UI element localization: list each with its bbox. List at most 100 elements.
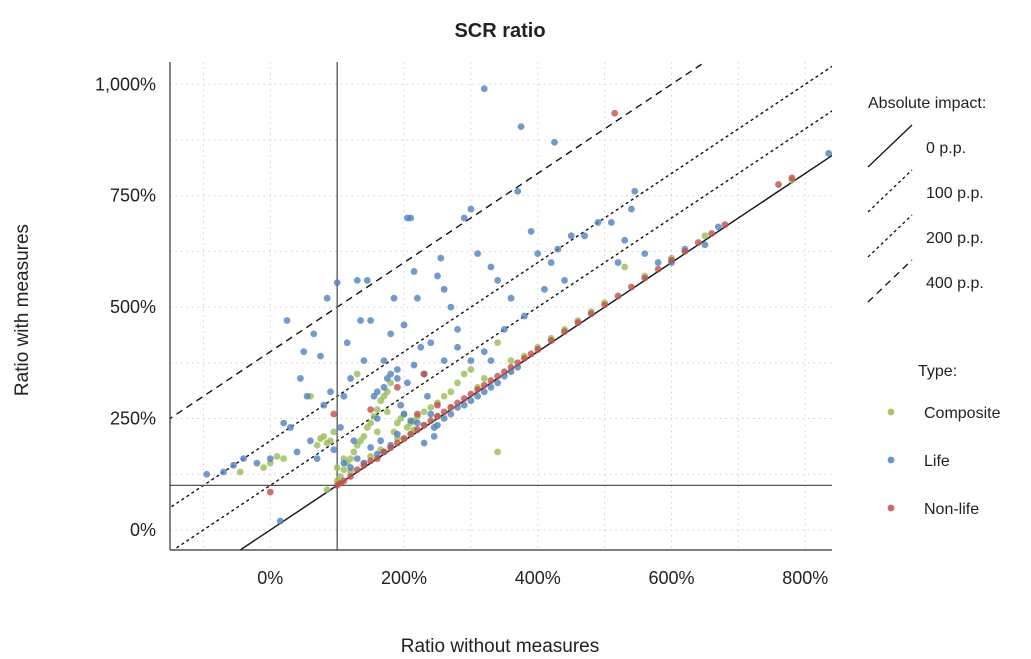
data-point <box>383 408 391 416</box>
data-point <box>521 354 528 362</box>
data-point <box>387 444 395 451</box>
data-point <box>534 346 542 353</box>
data-point <box>521 312 528 320</box>
data-point <box>203 470 211 478</box>
data-point <box>460 401 468 409</box>
data-point <box>474 386 481 393</box>
data-point <box>390 294 398 302</box>
data-point <box>327 388 334 396</box>
data-point <box>641 274 649 282</box>
data-point <box>467 357 475 364</box>
data-point <box>400 410 408 418</box>
data-point <box>313 441 321 449</box>
data-point <box>273 453 281 460</box>
data-point <box>551 138 558 146</box>
data-point <box>487 383 495 391</box>
data-point <box>567 232 575 240</box>
data-point <box>360 461 368 469</box>
data-point <box>480 381 488 389</box>
data-point <box>340 466 348 474</box>
x-tick-label: 0% <box>257 568 283 588</box>
data-point <box>327 437 334 445</box>
data-point <box>350 437 358 445</box>
data-point <box>487 263 495 271</box>
series-non-life <box>266 109 796 496</box>
legend-type-swatch <box>887 456 895 464</box>
data-point <box>407 430 415 438</box>
data-point <box>347 455 354 463</box>
y-tick-labels: 0% 250% 500% 750% 1,000% <box>95 74 156 540</box>
legend-impact-title: Absolute impact: <box>868 95 986 112</box>
data-point <box>337 424 344 431</box>
data-point <box>474 250 481 258</box>
data-point <box>373 455 381 463</box>
data-point <box>467 205 475 213</box>
data-point <box>260 464 268 471</box>
data-point <box>414 419 421 427</box>
data-point <box>330 410 338 418</box>
legend-impact-swatch <box>867 169 913 213</box>
data-point <box>410 268 418 275</box>
data-point <box>460 370 468 378</box>
data-point <box>373 388 381 396</box>
data-point <box>631 187 639 195</box>
data-point <box>534 250 542 258</box>
data-point <box>427 403 435 411</box>
data-point <box>654 259 662 266</box>
data-point <box>721 221 729 229</box>
data-point <box>417 343 425 351</box>
data-point <box>317 352 324 360</box>
data-point <box>266 488 274 496</box>
data-point <box>641 250 649 258</box>
data-point <box>367 444 375 451</box>
data-point <box>414 294 421 302</box>
data-point <box>621 263 629 271</box>
data-point <box>614 292 622 300</box>
data-point <box>514 187 522 195</box>
data-point <box>367 419 375 427</box>
legend-impact-items: 0 p.p. 100 p.p. 200 p.p. 400 p.p. <box>867 124 984 303</box>
x-tick-label: 600% <box>648 568 694 588</box>
data-point <box>420 421 428 429</box>
data-point <box>514 359 522 367</box>
data-point <box>708 230 716 237</box>
data-point <box>427 417 435 425</box>
data-point <box>303 392 311 400</box>
data-point <box>240 455 247 463</box>
data-point <box>494 339 502 347</box>
data-point <box>454 325 461 333</box>
data-point <box>668 256 675 264</box>
data-point <box>373 406 381 414</box>
impact-line <box>170 62 707 420</box>
data-point <box>367 406 375 414</box>
data-point <box>541 285 548 293</box>
data-point <box>574 319 582 327</box>
data-point <box>353 370 361 378</box>
data-point <box>393 439 401 447</box>
data-point <box>701 232 709 240</box>
data-point <box>494 372 502 380</box>
x-tick-label: 400% <box>515 568 561 588</box>
data-point <box>420 408 428 416</box>
data-point <box>507 294 515 302</box>
data-point <box>434 272 441 280</box>
legend-impact-label: 0 p.p. <box>926 140 966 157</box>
data-point <box>403 379 411 387</box>
data-point <box>397 401 405 409</box>
data-point <box>393 366 401 373</box>
data-point <box>480 375 488 382</box>
data-point <box>440 357 448 364</box>
data-point <box>320 401 328 409</box>
data-point <box>353 455 361 463</box>
data-point <box>393 375 401 382</box>
data-point <box>280 419 288 427</box>
data-point <box>447 410 455 418</box>
legend-impact-swatch <box>867 214 913 258</box>
data-point <box>373 428 381 436</box>
data-point <box>283 317 291 324</box>
series-life <box>203 85 832 525</box>
x-tick-label: 800% <box>782 568 828 588</box>
data-point <box>360 432 368 440</box>
data-point <box>587 310 595 318</box>
data-point <box>701 241 709 249</box>
